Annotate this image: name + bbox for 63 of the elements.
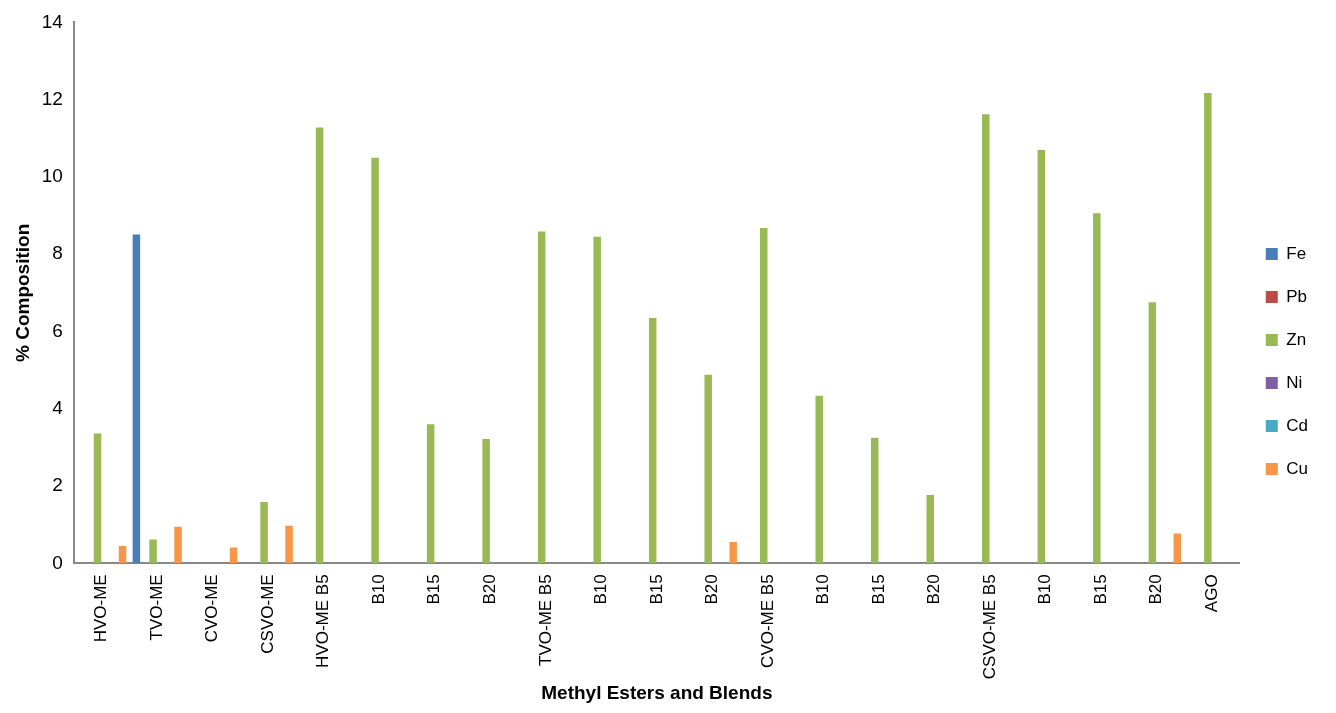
bar bbox=[871, 437, 879, 564]
y-tick-label: 2 bbox=[52, 474, 63, 496]
x-tick-label: CSVO-ME B5 bbox=[979, 574, 999, 680]
bar bbox=[285, 525, 293, 564]
x-tick-label: B20 bbox=[1146, 574, 1166, 605]
bar bbox=[537, 231, 546, 564]
y-tick-label: 0 bbox=[52, 551, 63, 573]
x-tick-label: B15 bbox=[1090, 574, 1110, 605]
x-tick-label: HVO-ME B5 bbox=[313, 574, 333, 668]
legend-label: Fe bbox=[1286, 243, 1307, 263]
bar bbox=[482, 438, 490, 564]
x-tick-label: B10 bbox=[591, 574, 611, 605]
y-tick-label: 4 bbox=[52, 397, 64, 419]
bar bbox=[260, 501, 268, 564]
bar bbox=[118, 545, 127, 564]
bar bbox=[426, 424, 435, 564]
x-tick-label: TVO-ME B5 bbox=[535, 574, 555, 666]
y-tick-label: 12 bbox=[41, 87, 63, 109]
y-tick-label: 6 bbox=[52, 319, 63, 341]
legend-label: Pb bbox=[1286, 286, 1308, 306]
x-axis-title: Methyl Esters and Blends bbox=[541, 681, 773, 703]
x-tick-label: B15 bbox=[868, 574, 888, 605]
x-tick-label: B20 bbox=[479, 574, 499, 605]
bar bbox=[1173, 533, 1182, 564]
bar bbox=[1204, 93, 1212, 564]
legend-label: Zn bbox=[1286, 329, 1307, 349]
bar bbox=[1148, 302, 1157, 564]
bar bbox=[704, 374, 712, 564]
y-tick-label: 8 bbox=[52, 242, 63, 264]
x-tick-label: B10 bbox=[813, 574, 833, 605]
x-tick-label: CVO-ME B5 bbox=[757, 574, 777, 668]
x-tick-label: B10 bbox=[368, 574, 388, 605]
bar bbox=[729, 542, 737, 564]
bar bbox=[815, 395, 823, 564]
bar bbox=[1093, 213, 1101, 564]
legend-label: Ni bbox=[1286, 372, 1303, 392]
y-tick-label: 10 bbox=[41, 165, 63, 187]
x-tick-label: B10 bbox=[1035, 574, 1055, 605]
x-tick-label: HVO-ME bbox=[91, 574, 111, 643]
bar bbox=[982, 114, 990, 564]
bar bbox=[1037, 149, 1046, 564]
bar bbox=[132, 234, 141, 564]
x-tick-label: TVO-ME bbox=[146, 574, 166, 641]
legend-label: Cu bbox=[1286, 458, 1308, 478]
bar bbox=[93, 433, 102, 564]
y-axis-title: % Composition bbox=[11, 223, 33, 363]
bar bbox=[149, 539, 157, 564]
x-tick-label: B20 bbox=[924, 574, 944, 605]
x-tick-label: B15 bbox=[424, 574, 444, 605]
bar bbox=[759, 227, 768, 564]
bar bbox=[926, 494, 935, 564]
x-tick-label: B20 bbox=[702, 574, 722, 605]
legend-label: Cd bbox=[1286, 415, 1308, 435]
x-tick-label: B15 bbox=[646, 574, 666, 605]
x-tick-label: AGO bbox=[1201, 574, 1221, 613]
y-tick-label: 14 bbox=[41, 10, 64, 32]
x-tick-label: CSVO-ME bbox=[257, 574, 277, 654]
x-tick-label: CVO-ME bbox=[202, 574, 222, 643]
bar bbox=[371, 157, 379, 564]
bar bbox=[174, 526, 182, 564]
bar bbox=[315, 127, 324, 564]
bar bbox=[593, 236, 601, 564]
bar bbox=[648, 317, 657, 564]
